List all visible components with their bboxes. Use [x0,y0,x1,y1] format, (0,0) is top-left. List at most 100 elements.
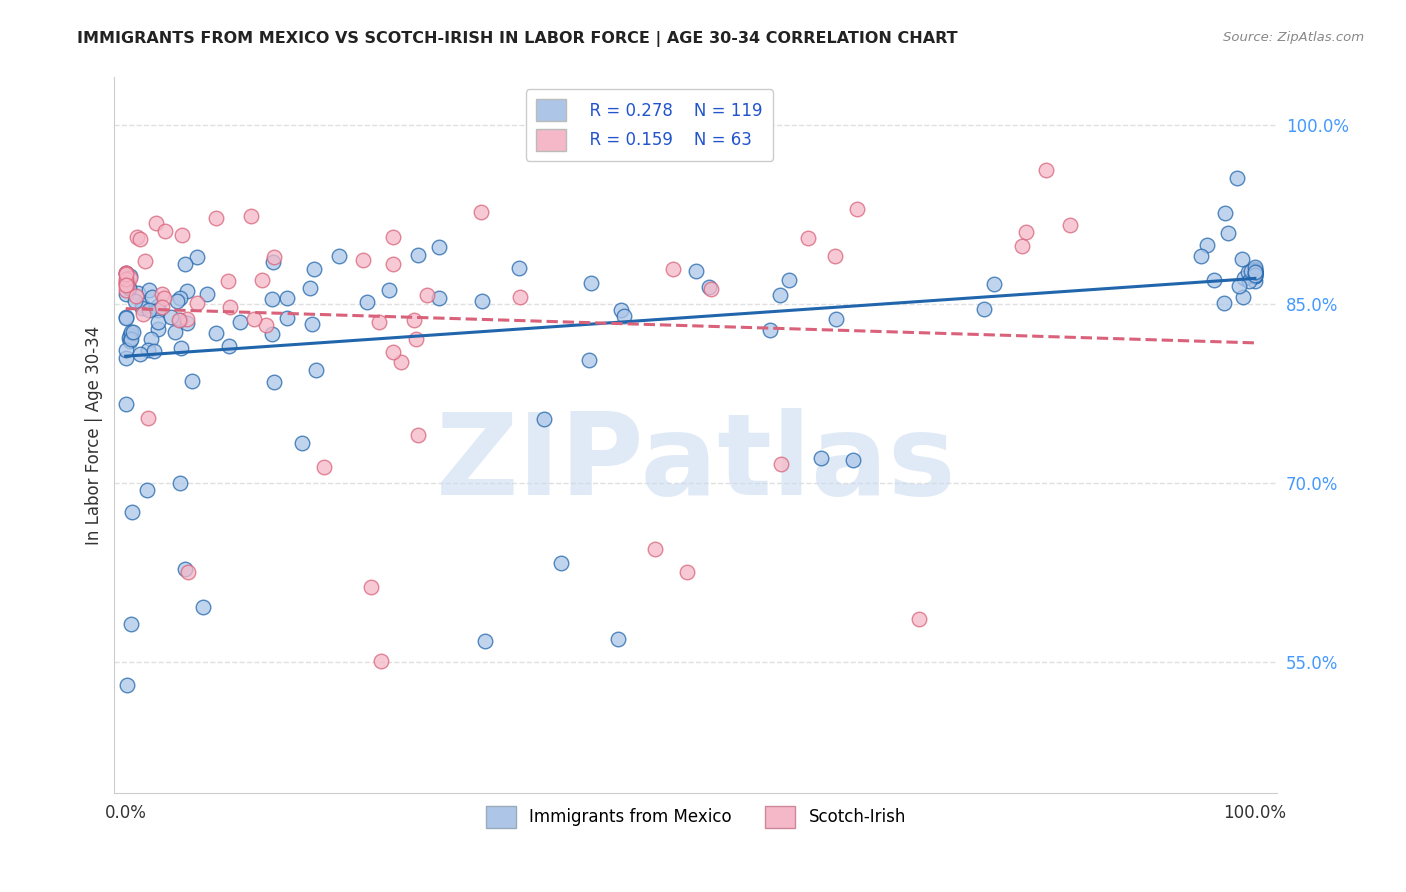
Point [114,277,136,292]
Point [1244,265,1267,279]
Point [406,428,429,442]
Point [150,286,173,301]
Point [260,292,283,306]
Point [1244,266,1267,280]
Point [118,331,141,345]
Point [132,307,155,321]
Point [180,374,202,388]
Point [356,295,378,310]
Point [769,288,792,302]
Point [136,483,159,497]
Point [186,296,208,310]
Point [134,254,156,268]
Point [427,240,450,254]
Point [1244,264,1267,278]
Point [114,271,136,285]
Point [508,260,530,275]
Point [146,315,169,329]
Point [360,580,382,594]
Point [136,411,159,425]
Point [169,312,191,326]
Point [1213,205,1236,219]
Point [685,263,707,277]
Point [474,634,496,648]
Point [114,275,136,289]
Point [262,327,284,342]
Point [153,291,176,305]
Text: ZIPatlas: ZIPatlas [436,409,956,519]
Point [1227,279,1250,293]
Point [120,325,142,339]
Point [1244,262,1267,277]
Point [1232,290,1254,304]
Point [352,252,374,267]
Point [148,302,170,317]
Point [1213,295,1236,310]
Point [382,345,405,359]
Point [243,312,266,326]
Point [1244,274,1267,288]
Point [166,293,188,308]
Point [176,316,198,330]
Point [578,352,600,367]
Point [172,228,194,243]
Point [1216,227,1239,241]
Point [174,562,197,576]
Point [250,273,273,287]
Point [550,556,572,570]
Point [406,248,429,262]
Point [1240,264,1263,278]
Point [136,343,159,357]
Point [127,286,149,301]
Point [217,274,239,288]
Point [129,232,152,246]
Point [1244,268,1267,283]
Point [644,542,666,557]
Point [381,229,404,244]
Point [120,271,142,285]
Point [328,249,350,263]
Point [118,328,141,343]
Point [169,291,191,305]
Point [115,678,138,692]
Point [675,565,697,579]
Point [778,273,800,287]
Point [114,310,136,325]
Point [115,275,138,289]
Point [131,298,153,312]
Point [1232,252,1254,266]
Legend: Immigrants from Mexico, Scotch-Irish: Immigrants from Mexico, Scotch-Irish [479,799,912,834]
Point [186,251,208,265]
Point [1233,271,1256,285]
Point [427,291,450,305]
Point [174,257,197,271]
Point [114,287,136,301]
Point [131,301,153,316]
Point [121,505,143,519]
Point [229,315,252,329]
Point [797,230,820,244]
Point [824,249,846,263]
Point [1195,238,1218,252]
Point [115,277,138,291]
Point [610,302,633,317]
Point [129,347,152,361]
Point [118,334,141,348]
Point [1035,163,1057,178]
Point [114,266,136,280]
Point [291,435,314,450]
Point [115,343,138,357]
Point [983,277,1005,292]
Point [262,255,284,269]
Point [769,457,792,471]
Point [146,322,169,336]
Point [125,289,148,303]
Point [122,326,145,340]
Point [124,293,146,308]
Point [470,205,492,219]
Point [191,599,214,614]
Point [471,293,494,308]
Point [301,318,323,332]
Point [613,310,636,324]
Point [263,250,285,264]
